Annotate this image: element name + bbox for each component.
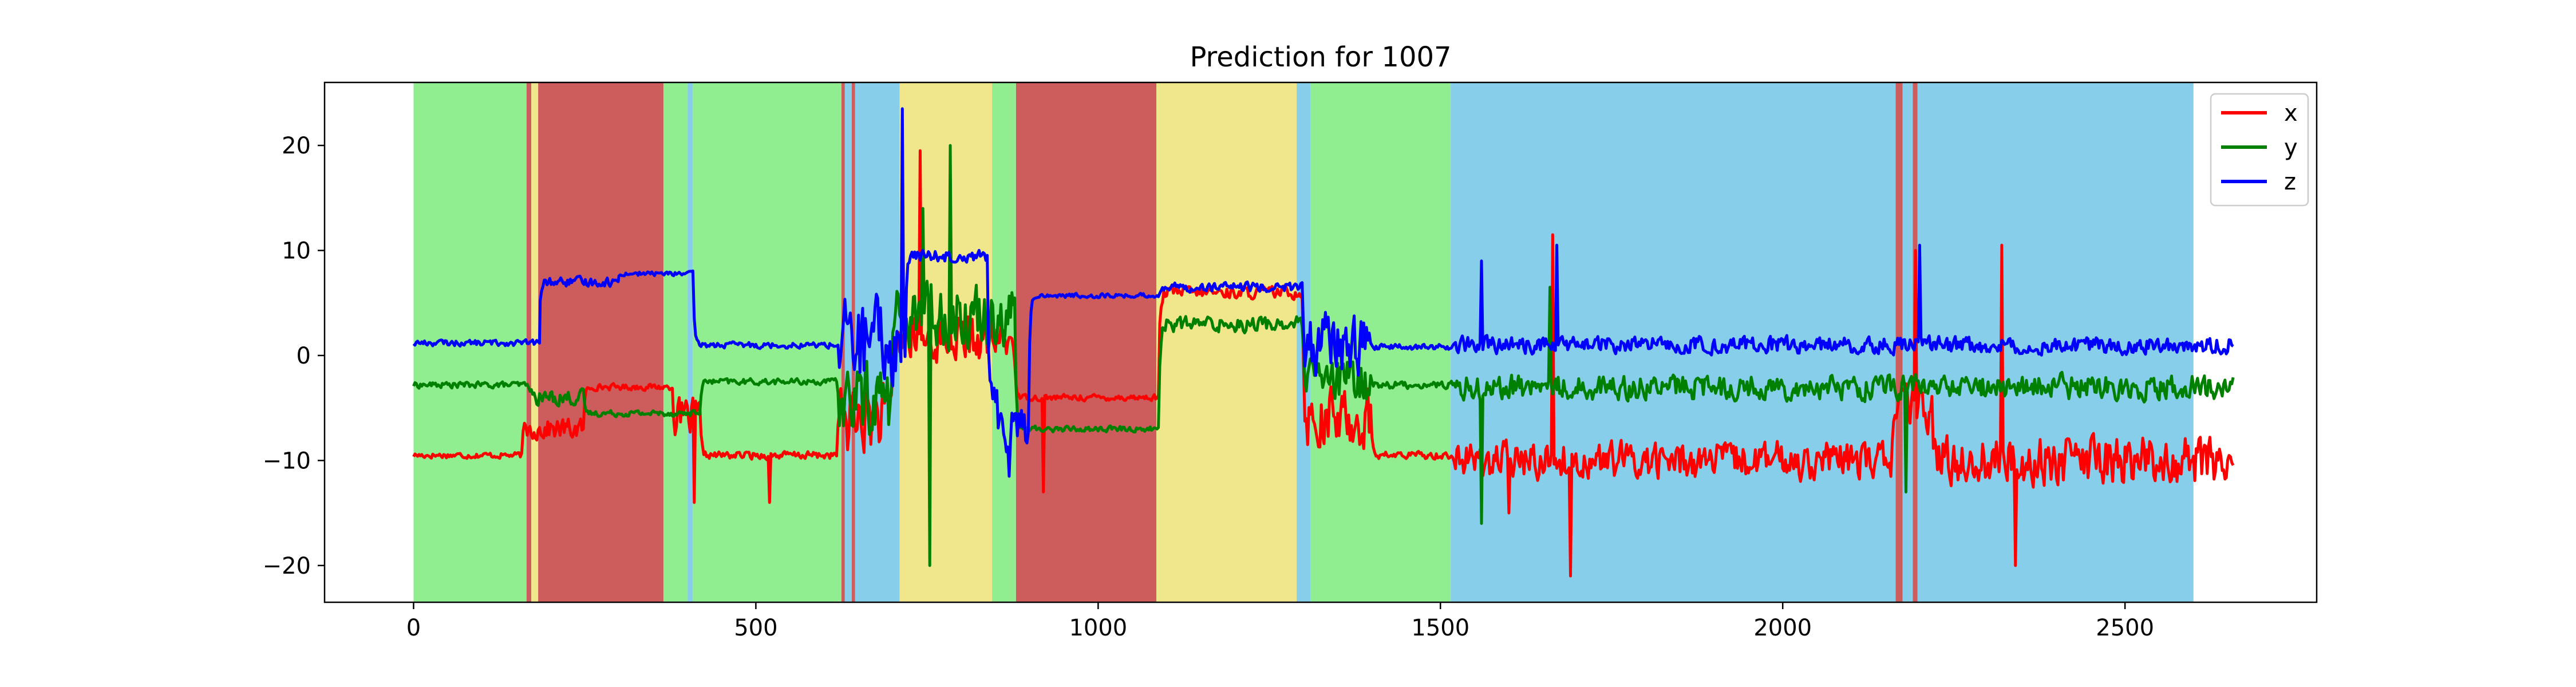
y-tick-label: 20 xyxy=(282,133,311,159)
legend-label-y: y xyxy=(2284,135,2298,161)
span-red-3 xyxy=(538,82,663,602)
x-tick-label: 500 xyxy=(734,615,777,641)
x-tick-label: 1000 xyxy=(1069,615,1127,641)
x-tick-label: 0 xyxy=(406,615,421,641)
legend-label-x: x xyxy=(2284,100,2298,127)
chart-title: Prediction for 1007 xyxy=(1190,41,1451,73)
x-tick-label: 2500 xyxy=(2096,615,2154,641)
span-green-4 xyxy=(663,82,688,602)
legend: x y z xyxy=(2211,94,2308,206)
span-red-13 xyxy=(1016,82,1156,602)
span-blue-8 xyxy=(845,82,852,602)
span-yellow-14 xyxy=(1156,82,1297,602)
y-tick-label: −10 xyxy=(263,448,311,474)
y-tick-label: 0 xyxy=(297,343,311,369)
y-tick-label: −20 xyxy=(263,553,311,579)
y-tick-label: 10 xyxy=(282,238,311,264)
legend-label-z: z xyxy=(2284,169,2296,195)
span-blue-5 xyxy=(688,82,693,602)
x-tick-label: 1500 xyxy=(1411,615,1469,641)
x-tick-label: 2000 xyxy=(1753,615,1812,641)
